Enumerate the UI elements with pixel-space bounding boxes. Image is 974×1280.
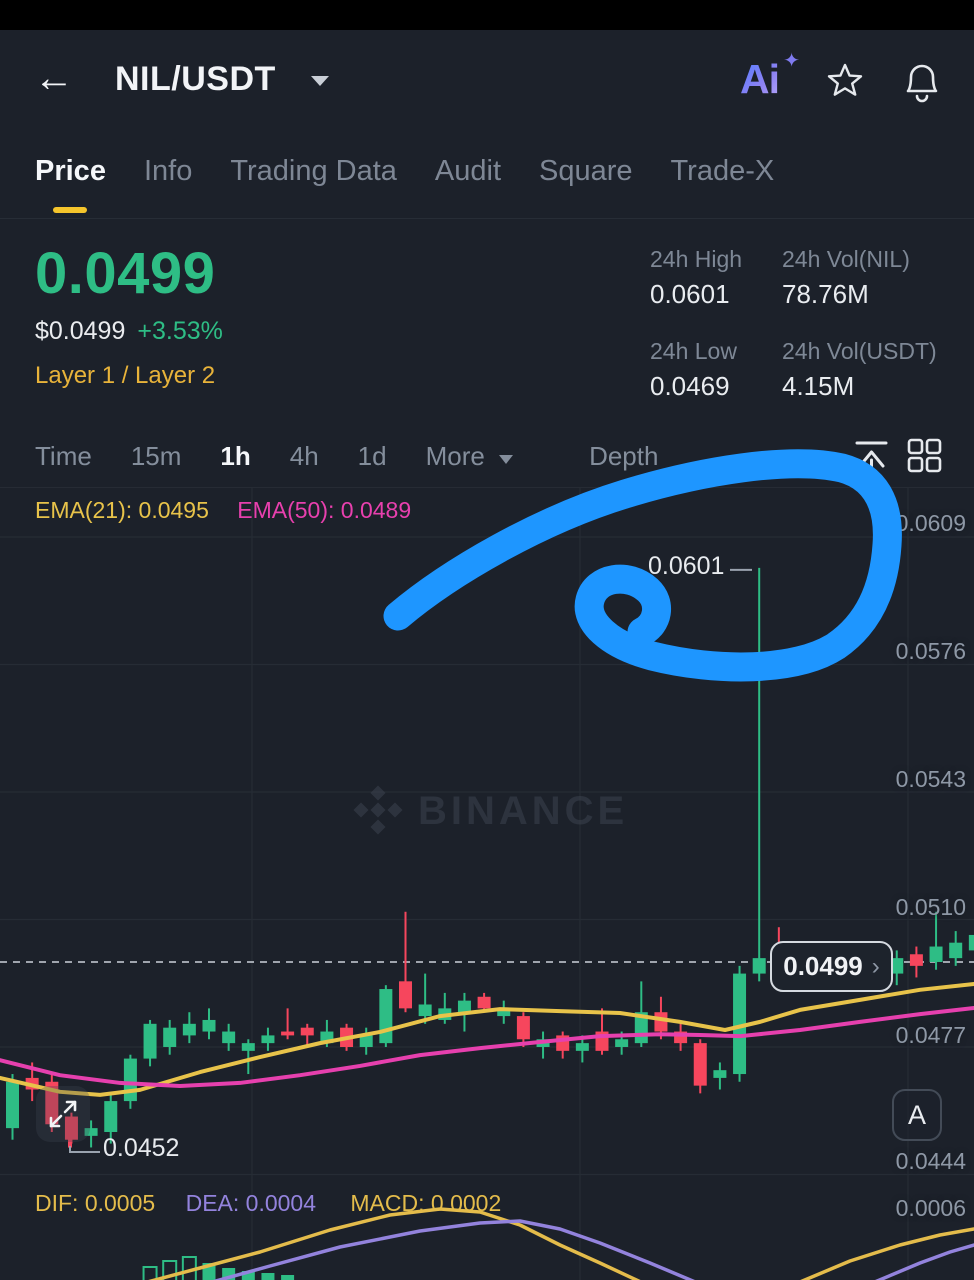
ai-assistant-button[interactable]: Ai ✦: [740, 50, 800, 104]
current-price-value: 0.0499: [783, 951, 863, 981]
stat-value: 4.15M: [782, 371, 855, 401]
stat-value: 0.0469: [650, 371, 730, 401]
svg-text:BINANCE: BINANCE: [418, 789, 628, 833]
tab-info[interactable]: Info: [143, 155, 193, 187]
y-axis-label: 0.0543: [895, 766, 966, 792]
timeframe-4h[interactable]: 4h: [289, 441, 319, 471]
usd-price: $0.0499: [35, 317, 126, 345]
back-icon: ←: [34, 56, 74, 100]
stat-label: 24h Low: [650, 338, 737, 364]
timeframe-15m[interactable]: 15m: [130, 441, 182, 471]
y-axis-label: 0.0477: [895, 1022, 966, 1048]
favorite-star-button[interactable]: [823, 58, 867, 104]
active-tab-underline: [53, 207, 87, 213]
symbol-title[interactable]: NIL/USDT: [115, 60, 276, 98]
ai-sparkle-icon: ✦: [783, 50, 800, 72]
status-bar: [0, 0, 974, 30]
macd-legend: DIF: 0.0005 DEA: 0.0004 MACD: 0.0002: [35, 1190, 501, 1217]
timeframe-time[interactable]: Time: [35, 441, 92, 471]
timeframe-1h[interactable]: 1h: [220, 441, 251, 471]
ema-legend: EMA(21): 0.0495 EMA(50): 0.0489: [35, 497, 411, 524]
low-price-label: 0.0452: [103, 1134, 180, 1162]
symbol-dropdown-icon[interactable]: [309, 74, 331, 88]
tab-bar: Price Info Trading Data Audit Square Tra…: [35, 155, 774, 188]
current-price-pill[interactable]: 0.0499 ›: [770, 941, 893, 992]
high-price-label: 0.0601: [648, 552, 725, 580]
divider: [0, 218, 974, 219]
usd-price-row: $0.0499 +3.53%: [35, 317, 223, 346]
dif-legend: DIF: 0.0005: [35, 1190, 156, 1216]
y-axis-label: 0.0576: [895, 638, 966, 664]
ai-icon: Ai: [740, 56, 780, 102]
stats-column-right: 24h Vol(NIL) 78.76M 24h Vol(USDT) 4.15M: [782, 246, 972, 430]
y-axis-label: 0.0510: [895, 894, 966, 920]
fullscreen-expand-button[interactable]: [36, 1086, 90, 1142]
tab-price[interactable]: Price: [35, 155, 106, 187]
chevron-right-icon: ›: [871, 952, 880, 980]
category-tag[interactable]: Layer 1 / Layer 2: [35, 362, 216, 389]
layout-grid-button[interactable]: [906, 437, 944, 475]
stat-label: 24h Vol(USDT): [782, 338, 937, 364]
price-change: +3.53%: [137, 317, 223, 345]
grid-icon: [907, 438, 942, 473]
stat-label: 24h High: [650, 246, 743, 272]
stats-column-left: 24h High 0.0601 24h Low 0.0469: [650, 246, 840, 430]
tab-trading-data[interactable]: Trading Data: [230, 155, 397, 187]
ema50-legend: EMA(50): 0.0489: [237, 497, 412, 523]
dea-legend: DEA: 0.0004: [185, 1190, 316, 1216]
stat-value: 78.76M: [782, 279, 869, 309]
bell-icon: [906, 64, 938, 103]
notifications-button[interactable]: [900, 58, 944, 106]
y-axis-label: 0.0609: [895, 510, 966, 536]
back-button[interactable]: ←: [34, 56, 74, 100]
expand-arrows-icon: [49, 1100, 77, 1128]
macd-value-legend: MACD: 0.0002: [350, 1190, 502, 1216]
stat-value: 0.0601: [650, 279, 730, 309]
tab-square[interactable]: Square: [539, 155, 633, 187]
ema21-legend: EMA(21): 0.0495: [35, 497, 209, 523]
last-price: 0.0499: [35, 241, 216, 306]
stat-label: 24h Vol(NIL): [782, 246, 910, 272]
macd-axis-label: 0.0006: [895, 1195, 966, 1221]
auto-scale-button[interactable]: A: [892, 1089, 942, 1141]
tab-audit[interactable]: Audit: [434, 155, 502, 187]
timeframe-1d[interactable]: 1d: [357, 441, 387, 471]
tab-trade-x[interactable]: Trade-X: [670, 155, 775, 187]
y-axis-label: 0.0444: [895, 1148, 966, 1174]
star-icon: [827, 63, 863, 96]
